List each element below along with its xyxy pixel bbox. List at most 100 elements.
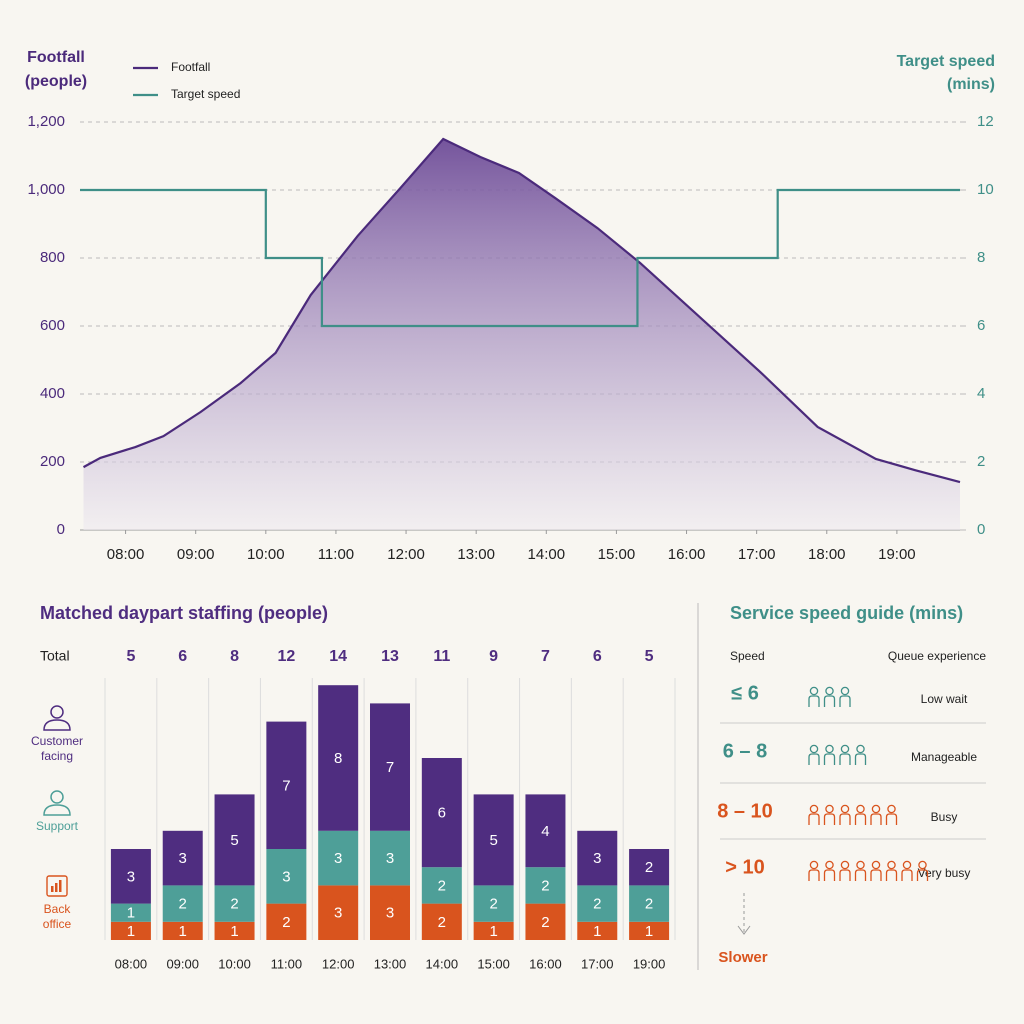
person-icon-head (902, 860, 912, 870)
total-value: 13 (381, 648, 399, 665)
legend-label: Back office (42, 902, 72, 931)
bar-segment (214, 885, 255, 922)
person-legend-body (43, 804, 71, 816)
speed-range: > 10 (725, 856, 764, 878)
person-icon-head (825, 686, 834, 696)
total-value: 6 (178, 648, 187, 665)
bar-value-label: 3 (386, 850, 394, 867)
person-icon-head (809, 804, 819, 814)
person-icon-body (870, 869, 882, 881)
bar-segment (473, 794, 514, 886)
bar-value-label: 2 (489, 896, 497, 913)
bar-value-label: 3 (386, 905, 394, 922)
y2-tick-label: 6 (977, 317, 985, 334)
x-tick-label: 14:00 (426, 956, 459, 971)
bar-value-label: 1 (230, 923, 238, 940)
y2-tick-label: 8 (977, 249, 985, 266)
x-tick-label: 08:00 (115, 956, 148, 971)
table-title: Service speed guide (mins) (730, 603, 963, 623)
person-icon-head (871, 860, 881, 870)
bar-segment (629, 921, 670, 940)
bar-segment (629, 885, 670, 922)
person-icon-head (856, 860, 865, 870)
x-tick-label: 15:00 (477, 956, 510, 971)
person-icon-head (856, 744, 865, 754)
person-icon-body (854, 813, 867, 825)
slower-label: Slower (718, 949, 767, 966)
total-value: 5 (645, 648, 654, 665)
queue-experience: Manageable (911, 750, 977, 764)
bar-value-label: 1 (127, 905, 135, 922)
x-tick-label: 17:00 (738, 546, 776, 563)
bar-value-label: 2 (541, 914, 549, 931)
office-icon-bar (51, 886, 54, 892)
bar-segment (214, 794, 255, 886)
bar-segment (162, 830, 203, 886)
y2-tick-label: 10 (977, 181, 994, 198)
x-tick-label: 16:00 (529, 956, 562, 971)
bar-value-label: 3 (593, 850, 601, 867)
total-value: 8 (230, 648, 239, 665)
person-icon-body (839, 695, 851, 707)
x-tick-label: 17:00 (581, 956, 614, 971)
bar-segment (162, 885, 203, 922)
x-tick-label: 10:00 (247, 546, 285, 563)
bar-segment (110, 921, 151, 940)
y-tick-label: 400 (40, 385, 65, 402)
bar-value-label: 5 (230, 832, 238, 849)
person-icon-body (823, 695, 836, 707)
queue-experience: Busy (931, 810, 958, 824)
slower-arrowhead (737, 925, 751, 935)
bar-value-label: 2 (282, 914, 290, 931)
x-tick-label: 15:00 (598, 546, 636, 563)
total-label: Total (40, 648, 70, 664)
person-icon-head (825, 804, 834, 814)
person-icon-head (840, 686, 850, 696)
bar-value-label: 2 (438, 877, 446, 894)
bar-value-label: 1 (489, 923, 497, 940)
bar-segment (473, 921, 514, 940)
queue-icons (808, 686, 851, 707)
bar-segment (525, 794, 566, 868)
bar-value-label: 3 (179, 850, 187, 867)
person-icon-body (839, 869, 851, 881)
bar-value-label: 7 (282, 777, 290, 794)
queue-experience: Low wait (921, 692, 968, 706)
person-icon-body (885, 869, 898, 881)
table-header: Speed (730, 649, 765, 663)
person-legend-head (50, 790, 64, 804)
bar-segment (214, 921, 255, 940)
person-icon-body (885, 813, 898, 825)
bar-segment (421, 867, 462, 904)
bar-value-label: 2 (593, 896, 601, 913)
speed-range: ≤ 6 (731, 682, 759, 704)
bar-segment (370, 885, 410, 940)
person-icon-head (887, 804, 896, 814)
queue-icons (808, 804, 898, 825)
bar-segment (266, 903, 307, 940)
y2-tick-label: 0 (977, 521, 985, 538)
office-icon-bar (55, 883, 58, 892)
bar-value-label: 1 (127, 923, 135, 940)
person-icon-body (839, 753, 851, 765)
total-value: 14 (329, 648, 347, 665)
office-icon (46, 875, 68, 897)
person-icon-body (854, 869, 867, 881)
person-icon-head (887, 860, 896, 870)
bar-segment (110, 849, 151, 904)
bar-segment (577, 830, 618, 886)
person-icon-head (840, 860, 850, 870)
person-icon-head (809, 860, 819, 870)
y-tick-label: 600 (40, 317, 65, 334)
x-tick-label: 11:00 (271, 956, 303, 971)
person-icon-head (871, 804, 881, 814)
total-value: 7 (541, 648, 550, 665)
person-icon-body (823, 813, 836, 825)
bar-value-label: 5 (489, 832, 497, 849)
legend-label: Target speed (171, 87, 240, 101)
chart-title: Matched daypart staffing (people) (40, 603, 328, 623)
queue-icons (808, 860, 929, 881)
bar-value-label: 2 (179, 896, 187, 913)
bar-value-label: 6 (438, 805, 446, 822)
